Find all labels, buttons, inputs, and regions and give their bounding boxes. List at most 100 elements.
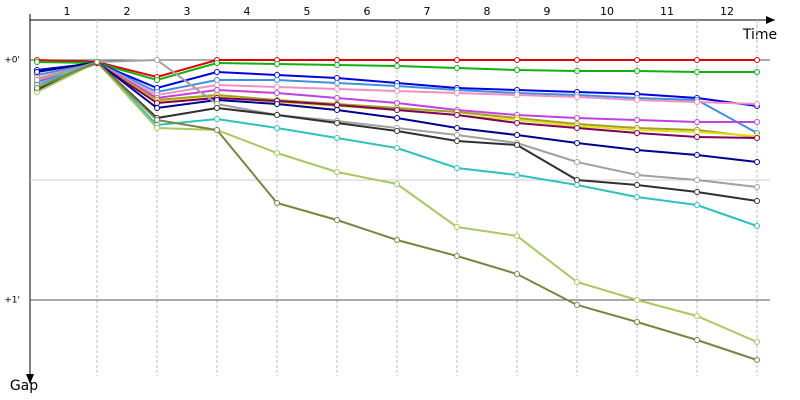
x-tick-label: 1 xyxy=(64,5,71,18)
point xyxy=(154,57,160,63)
point xyxy=(754,135,760,141)
point xyxy=(694,313,700,319)
point xyxy=(754,357,760,363)
point xyxy=(454,125,460,131)
point xyxy=(274,101,280,107)
point xyxy=(334,75,340,81)
x-tick-label: 7 xyxy=(424,5,431,18)
point xyxy=(634,172,640,178)
point xyxy=(334,102,340,108)
point xyxy=(694,119,700,125)
point xyxy=(454,253,460,259)
point xyxy=(334,62,340,68)
point xyxy=(334,80,340,86)
point xyxy=(394,128,400,134)
point xyxy=(274,200,280,206)
point xyxy=(694,177,700,183)
point xyxy=(394,115,400,121)
point xyxy=(574,177,580,183)
point xyxy=(274,77,280,83)
point xyxy=(514,172,520,178)
point xyxy=(34,59,40,65)
point xyxy=(694,189,700,195)
point xyxy=(634,57,640,63)
point xyxy=(394,57,400,63)
point xyxy=(634,130,640,136)
point xyxy=(334,217,340,223)
point xyxy=(454,165,460,171)
y-axis-label: Gap xyxy=(10,378,38,394)
point xyxy=(154,77,160,83)
point xyxy=(274,112,280,118)
point xyxy=(214,127,220,133)
point xyxy=(274,90,280,96)
x-tick-label: 2 xyxy=(124,5,131,18)
point xyxy=(454,65,460,71)
point xyxy=(154,100,160,106)
point xyxy=(154,125,160,131)
point xyxy=(574,182,580,188)
point xyxy=(334,169,340,175)
x-tick-label: 5 xyxy=(304,5,311,18)
point xyxy=(634,117,640,123)
point xyxy=(334,95,340,101)
x-tick-label: 12 xyxy=(720,5,734,18)
point xyxy=(754,198,760,204)
point xyxy=(214,77,220,83)
x-axis-arrow xyxy=(766,16,775,24)
point xyxy=(394,107,400,113)
point xyxy=(694,337,700,343)
point xyxy=(274,61,280,67)
point xyxy=(514,57,520,63)
x-tick-label: 9 xyxy=(544,5,551,18)
y-tick-label: +1' xyxy=(4,296,20,306)
point xyxy=(154,117,160,123)
point xyxy=(154,105,160,111)
point xyxy=(754,119,760,125)
point xyxy=(394,88,400,94)
point xyxy=(754,69,760,75)
y-tick-label: +0' xyxy=(4,56,20,66)
point xyxy=(454,224,460,230)
point xyxy=(394,63,400,69)
point xyxy=(394,100,400,106)
point xyxy=(334,57,340,63)
point xyxy=(694,57,700,63)
point xyxy=(574,57,580,63)
point xyxy=(334,120,340,126)
point xyxy=(34,85,40,91)
point xyxy=(574,159,580,165)
point xyxy=(754,339,760,345)
point xyxy=(34,77,40,83)
x-tick-label: 4 xyxy=(244,5,251,18)
point xyxy=(694,202,700,208)
point xyxy=(574,115,580,121)
point xyxy=(694,152,700,158)
point xyxy=(634,147,640,153)
point xyxy=(694,99,700,105)
point xyxy=(514,233,520,239)
point xyxy=(274,150,280,156)
point xyxy=(34,69,40,75)
point xyxy=(754,223,760,229)
point xyxy=(514,92,520,98)
point xyxy=(454,57,460,63)
point xyxy=(634,319,640,325)
x-tick-label: 8 xyxy=(484,5,491,18)
x-tick-label: 6 xyxy=(364,5,371,18)
point xyxy=(394,237,400,243)
point xyxy=(214,82,220,88)
point xyxy=(694,129,700,135)
point xyxy=(214,69,220,75)
point xyxy=(694,69,700,75)
point xyxy=(454,112,460,118)
point xyxy=(634,68,640,74)
point xyxy=(394,145,400,151)
point xyxy=(754,57,760,63)
point xyxy=(214,87,220,93)
point xyxy=(214,105,220,111)
point xyxy=(574,125,580,131)
point xyxy=(514,132,520,138)
point xyxy=(514,142,520,148)
